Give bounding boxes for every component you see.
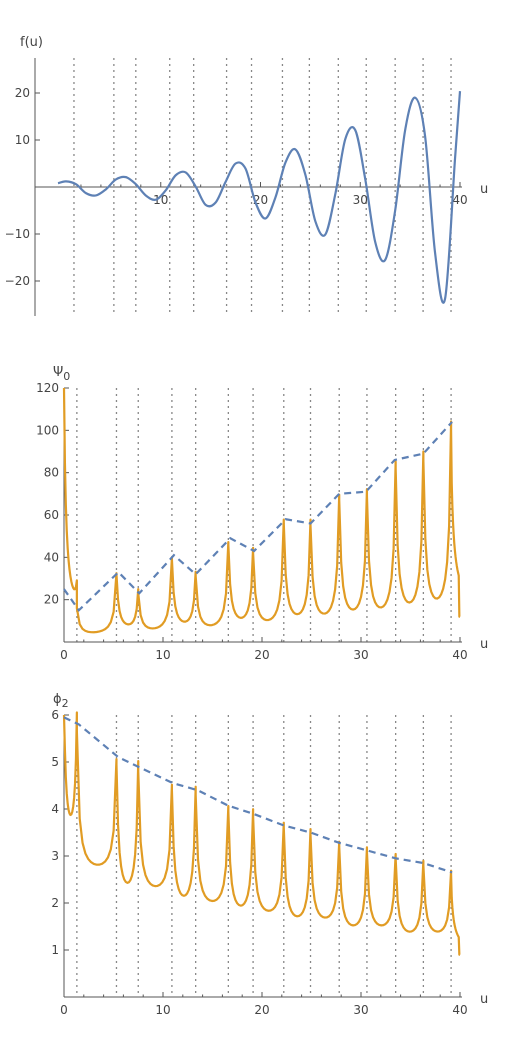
y-axis-label: Ψ0 — [53, 365, 70, 383]
y-tick-label: 2 — [51, 896, 59, 910]
y-tick-label: −10 — [5, 227, 30, 241]
dashed-envelope-line — [63, 716, 453, 874]
y-tick-label: 40 — [44, 550, 59, 564]
y-axis-label: f(u) — [20, 35, 43, 50]
x-tick-label: 30 — [353, 193, 368, 207]
chart-3: 0 10 20 30 40 1 2 3 4 5 6ϕ2 u — [51, 692, 488, 1017]
y-tick-label: 120 — [36, 381, 59, 395]
y-tick-label: 20 — [44, 593, 59, 607]
x-tick-label: 0 — [60, 648, 68, 662]
y-tick-label: 5 — [51, 755, 59, 769]
x-tick-label: 0 — [60, 1003, 68, 1017]
y-tick-label: 80 — [44, 466, 59, 480]
x-tick-label: 40 — [452, 648, 467, 662]
x-tick-label: 10 — [153, 193, 168, 207]
x-tick-label: 30 — [353, 648, 368, 662]
y-tick-label: 60 — [44, 508, 59, 522]
y-tick-label: 6 — [51, 708, 59, 722]
orange-series-line — [62, 711, 461, 956]
y-tick-label: 4 — [51, 802, 59, 816]
x-axis-label: u — [480, 637, 488, 652]
y-tick-label: 100 — [36, 423, 59, 437]
orange-series-line — [62, 387, 461, 634]
x-tick-label: 10 — [155, 1003, 170, 1017]
x-axis-label: u — [480, 182, 488, 197]
y-axis-label: ϕ2 — [53, 692, 69, 710]
y-tick-label: 3 — [51, 849, 59, 863]
x-tick-label: 30 — [353, 1003, 368, 1017]
x-tick-label: 40 — [452, 1003, 467, 1017]
x-tick-label: 20 — [254, 1003, 269, 1017]
x-tick-label: 40 — [452, 193, 467, 207]
x-tick-label: 10 — [155, 648, 170, 662]
x-tick-label: 20 — [254, 648, 269, 662]
y-tick-label: 20 — [15, 86, 30, 100]
x-axis-label: u — [480, 992, 488, 1007]
y-tick-label: 10 — [15, 133, 30, 147]
y-axis-label-subscript: 2 — [62, 697, 69, 710]
y-tick-label: 1 — [51, 943, 59, 957]
series-line — [57, 91, 462, 304]
y-tick-label: −20 — [5, 274, 30, 288]
dashed-envelope-line — [63, 421, 453, 612]
y-axis-label-subscript: 0 — [63, 370, 70, 383]
